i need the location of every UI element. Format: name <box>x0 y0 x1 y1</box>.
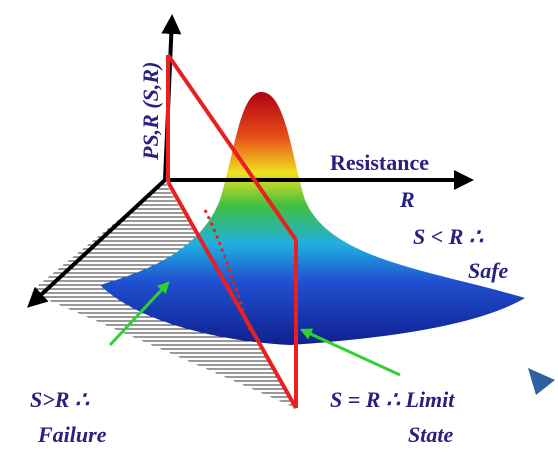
failure-label: Failure <box>37 422 107 447</box>
decoration-icon <box>528 368 555 395</box>
safe-label: Safe <box>468 258 509 283</box>
failure-condition: S>R ∴ <box>30 387 90 412</box>
safe-condition: S < R ∴ <box>413 224 484 249</box>
resistance-symbol: R <box>399 187 415 212</box>
limit-label: State <box>408 422 453 447</box>
vertical-axis-label: PS,R (S,R) <box>138 62 163 161</box>
diagram: PS,R (S,R) Resistance R S < R ∴ Safe S>R… <box>0 0 558 455</box>
resistance-label: Resistance <box>330 150 429 175</box>
limit-condition: S = R ∴ Limit <box>330 387 455 412</box>
